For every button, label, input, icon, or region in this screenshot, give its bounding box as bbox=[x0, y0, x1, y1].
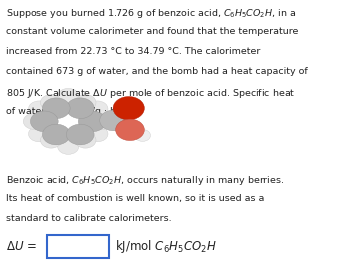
Text: of water is 4.184 J/g · K.: of water is 4.184 J/g · K. bbox=[6, 107, 119, 116]
Circle shape bbox=[23, 114, 44, 129]
Circle shape bbox=[41, 95, 62, 110]
Circle shape bbox=[87, 126, 108, 142]
Circle shape bbox=[78, 111, 106, 132]
Circle shape bbox=[100, 110, 127, 131]
Circle shape bbox=[92, 114, 113, 129]
Text: increased from 22.73 °C to 34.79 °C. The calorimeter: increased from 22.73 °C to 34.79 °C. The… bbox=[6, 47, 261, 56]
Text: $\Delta U$ =: $\Delta U$ = bbox=[6, 240, 37, 253]
Circle shape bbox=[87, 101, 108, 117]
Circle shape bbox=[75, 95, 96, 110]
Text: contained 673 g of water, and the bomb had a heat capacity of: contained 673 g of water, and the bomb h… bbox=[6, 67, 308, 76]
Text: constant volume calorimeter and found that the temperature: constant volume calorimeter and found th… bbox=[6, 27, 299, 35]
Text: Suppose you burned 1.726 g of benzoic acid, $C_6H_5CO_2H$, in a: Suppose you burned 1.726 g of benzoic ac… bbox=[6, 7, 297, 20]
Circle shape bbox=[29, 101, 50, 117]
Circle shape bbox=[113, 97, 144, 120]
Circle shape bbox=[41, 132, 62, 148]
Circle shape bbox=[30, 111, 58, 132]
FancyBboxPatch shape bbox=[47, 235, 108, 258]
Circle shape bbox=[75, 132, 96, 148]
Circle shape bbox=[135, 129, 150, 141]
Text: kJ/mol $C_6H_5CO_2H$: kJ/mol $C_6H_5CO_2H$ bbox=[115, 238, 216, 255]
Text: |: | bbox=[51, 241, 55, 252]
Circle shape bbox=[42, 124, 70, 145]
Circle shape bbox=[29, 126, 50, 142]
Circle shape bbox=[42, 98, 70, 118]
Circle shape bbox=[66, 98, 94, 118]
Circle shape bbox=[58, 139, 79, 154]
Circle shape bbox=[116, 119, 144, 140]
Circle shape bbox=[66, 124, 94, 145]
Text: Its heat of combustion is well known, so it is used as a: Its heat of combustion is well known, so… bbox=[6, 194, 265, 203]
Text: Benzoic acid, $C_6H_5CO_2H$, occurs naturally in many berries.: Benzoic acid, $C_6H_5CO_2H$, occurs natu… bbox=[6, 174, 285, 187]
Text: 805 J/K. Calculate $\Delta U$ per mole of benzoic acid. Specific heat: 805 J/K. Calculate $\Delta U$ per mole o… bbox=[6, 87, 296, 100]
Text: standard to calibrate calorimeters.: standard to calibrate calorimeters. bbox=[6, 214, 172, 223]
Circle shape bbox=[58, 88, 79, 104]
